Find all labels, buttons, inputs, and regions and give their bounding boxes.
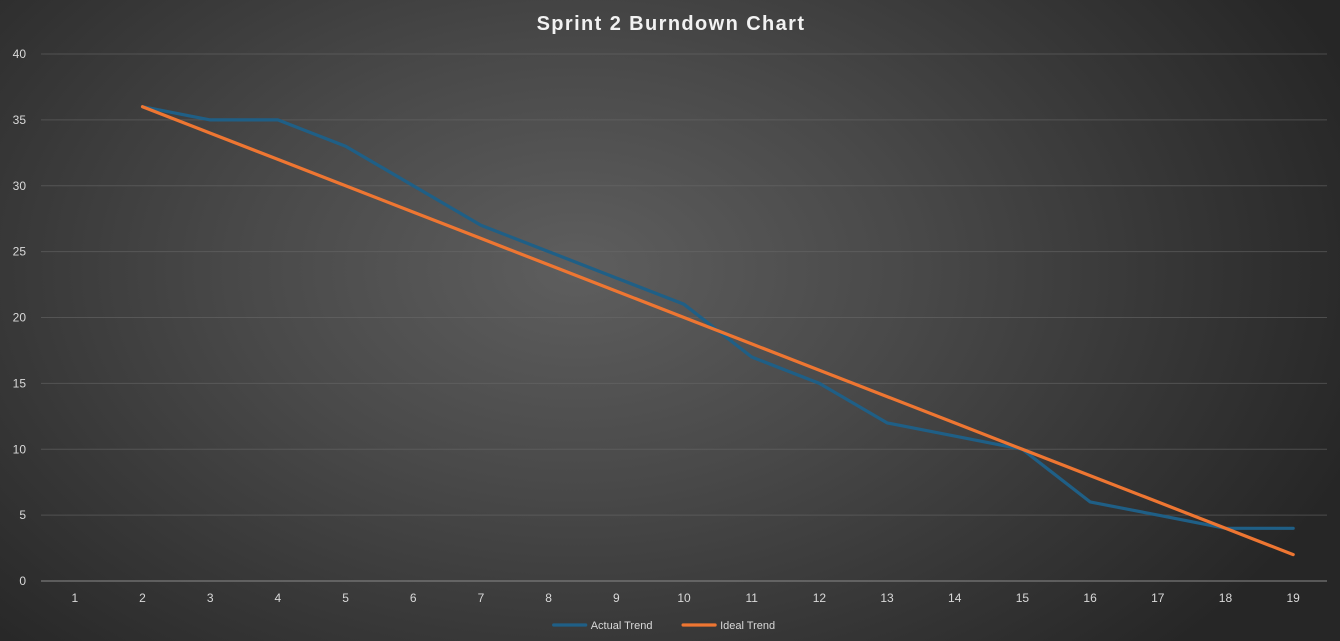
x-tick-label-10: 10 (677, 591, 691, 605)
x-tick-label-14: 14 (948, 591, 962, 605)
y-tick-label-15: 15 (13, 376, 27, 390)
y-tick-label-5: 5 (19, 508, 26, 522)
series-line-ideal-trend (140, 105, 1295, 557)
y-tick-label-0: 0 (19, 574, 26, 588)
series-lines (140, 105, 1295, 557)
y-tick-label-10: 10 (13, 442, 27, 456)
legend-label-ideal-trend: Ideal Trend (720, 620, 775, 632)
chart-title: Sprint 2 Burndown Chart (537, 13, 806, 35)
x-tick-label-17: 17 (1151, 591, 1165, 605)
x-tick-label-7: 7 (478, 591, 485, 605)
x-tick-label-19: 19 (1286, 591, 1300, 605)
x-tick-label-16: 16 (1083, 591, 1097, 605)
x-tick-label-3: 3 (207, 591, 214, 605)
x-axis-ticks: 1 2 3 4 5 6 7 8 9 10 11 12 13 14 15 16 17 18 19 (71, 591, 1300, 605)
legend-label-actual-trend: Actual Trend (591, 620, 653, 632)
legend: Actual Trend Ideal Trend (552, 620, 775, 632)
y-tick-label-25: 25 (13, 245, 27, 259)
y-tick-label-30: 30 (13, 179, 27, 193)
x-tick-label-9: 9 (613, 591, 620, 605)
y-axis-ticks: 0 5 10 15 20 25 30 35 40 (13, 47, 27, 588)
x-tick-label-11: 11 (745, 591, 758, 605)
x-tick-label-2: 2 (139, 591, 146, 605)
y-tick-label-20: 20 (13, 311, 27, 325)
x-tick-label-6: 6 (410, 591, 417, 605)
x-tick-label-13: 13 (880, 591, 894, 605)
y-tick-label-40: 40 (13, 47, 27, 61)
x-tick-label-8: 8 (545, 591, 552, 605)
x-tick-label-12: 12 (813, 591, 827, 605)
x-tick-label-15: 15 (1016, 591, 1030, 605)
x-tick-label-4: 4 (275, 591, 282, 605)
x-tick-label-18: 18 (1219, 591, 1233, 605)
y-tick-label-35: 35 (13, 113, 27, 127)
x-tick-label-1: 1 (71, 591, 78, 605)
x-tick-label-5: 5 (342, 591, 349, 605)
